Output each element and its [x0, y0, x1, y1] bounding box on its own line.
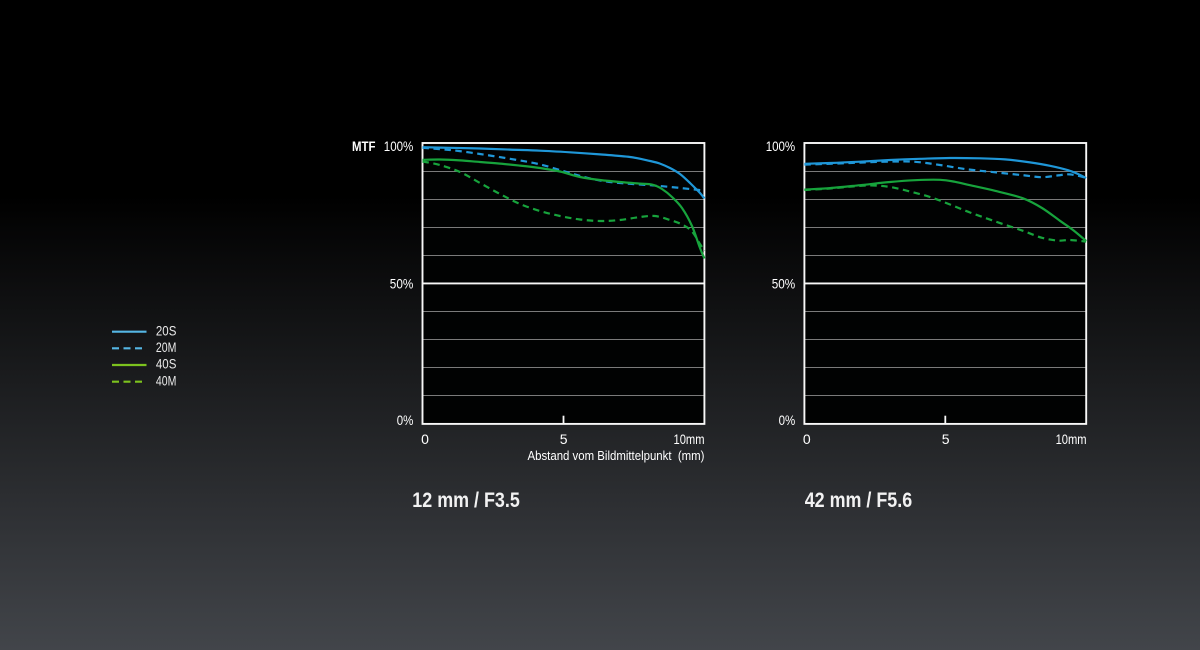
svg-text:MTF: MTF — [352, 139, 376, 154]
svg-text:10mm: 10mm — [674, 431, 705, 447]
svg-text:12 mm / F3.5: 12 mm / F3.5 — [412, 489, 520, 512]
svg-text:100%: 100% — [766, 139, 796, 154]
svg-text:0: 0 — [421, 431, 429, 447]
svg-text:0%: 0% — [397, 413, 414, 428]
svg-text:Abstand vom Bildmittelpunkt (: Abstand vom Bildmittelpunkt (mm) — [528, 448, 705, 463]
svg-text:5: 5 — [942, 431, 950, 447]
svg-text:0: 0 — [803, 431, 811, 447]
svg-text:100%: 100% — [384, 139, 414, 154]
svg-text:40S: 40S — [156, 357, 177, 372]
svg-text:0%: 0% — [779, 413, 796, 428]
svg-text:42 mm / F5.6: 42 mm / F5.6 — [805, 489, 913, 512]
svg-text:5: 5 — [560, 431, 568, 447]
svg-text:10mm: 10mm — [1056, 431, 1087, 447]
svg-text:50%: 50% — [772, 276, 796, 291]
svg-text:20M: 20M — [156, 340, 177, 355]
svg-text:40M: 40M — [156, 373, 177, 388]
svg-text:50%: 50% — [390, 276, 414, 291]
svg-text:20S: 20S — [156, 323, 177, 338]
